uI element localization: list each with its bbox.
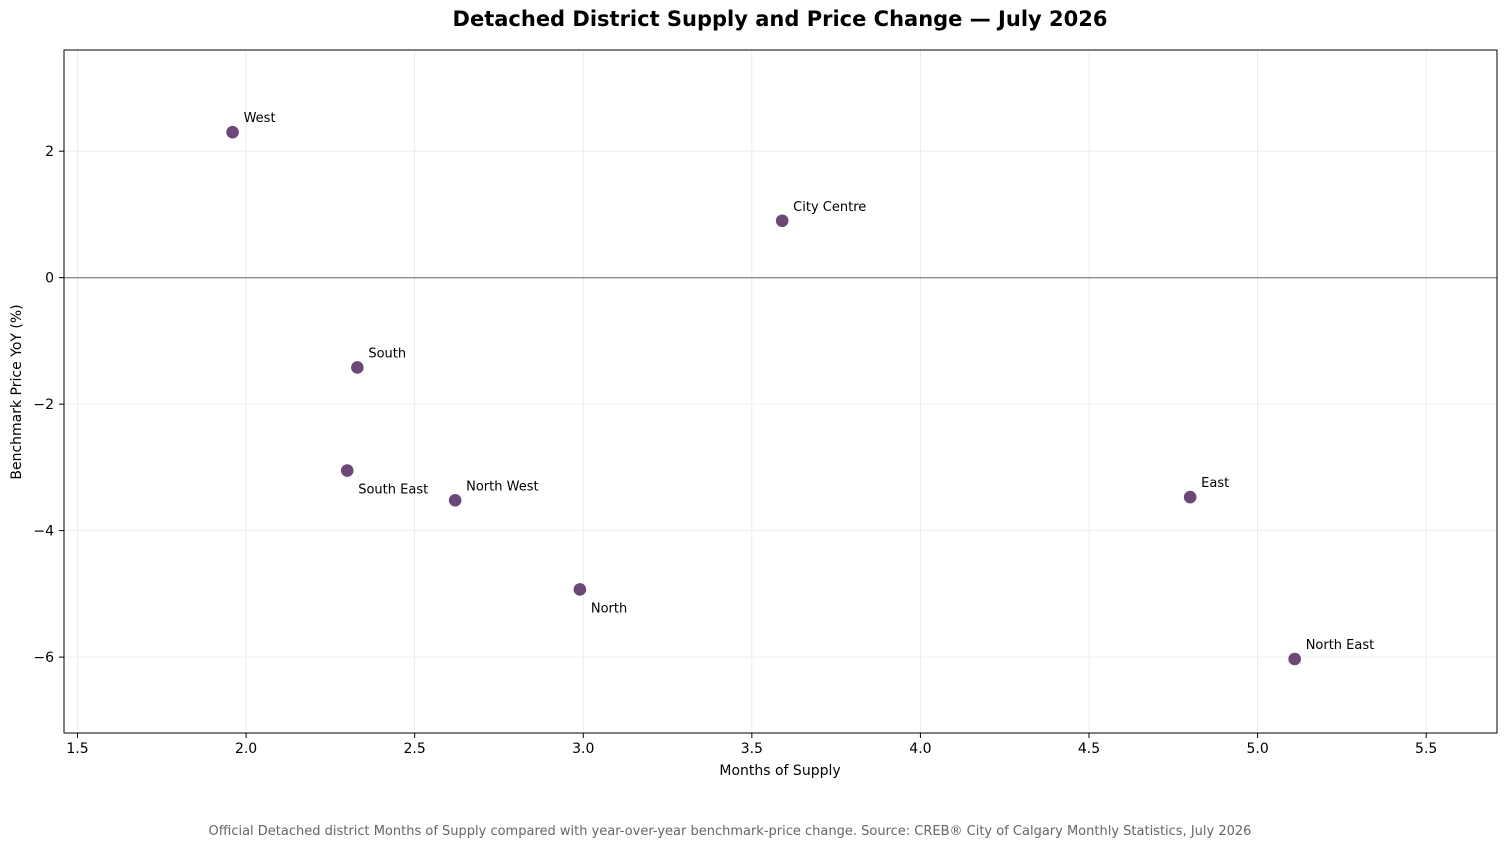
y-tick-label: −4 <box>33 524 54 540</box>
data-point <box>226 125 239 139</box>
data-point <box>351 361 364 374</box>
footnote: Official Detached district Months of Sup… <box>209 824 1252 839</box>
x-tick-label: 2.0 <box>235 741 257 757</box>
x-tick-label: 3.5 <box>741 741 763 757</box>
y-tick-label: 0 <box>45 271 54 287</box>
x-tick-label: 4.5 <box>1078 741 1100 757</box>
point-label: West <box>244 111 276 126</box>
x-tick-label: 4.0 <box>909 741 931 757</box>
y-axis-label: Benchmark Price YoY (%) <box>9 304 25 479</box>
x-tick-label: 5.0 <box>1246 741 1268 757</box>
x-tick-label: 2.5 <box>404 741 426 757</box>
points-layer <box>226 125 1301 666</box>
y-tick-label: −2 <box>33 397 54 413</box>
point-label: East <box>1201 476 1229 491</box>
y-tick-label: 2 <box>45 144 54 160</box>
y-tick-label: −6 <box>33 650 54 666</box>
point-label: North East <box>1306 638 1375 653</box>
x-axis-label: Months of Supply <box>719 763 840 779</box>
point-label: City Centre <box>793 200 866 215</box>
x-tick-label: 5.5 <box>1415 741 1437 757</box>
x-tick-label: 3.0 <box>572 741 594 757</box>
point-label: South <box>368 346 406 361</box>
chart-title: Detached District Supply and Price Chang… <box>453 7 1108 31</box>
data-point <box>340 464 354 477</box>
point-label: North <box>591 601 627 616</box>
data-point <box>775 214 789 228</box>
data-point <box>1288 652 1301 666</box>
grid-layer <box>64 50 1497 733</box>
point-labels-layer: West City Centre South South East North West… <box>244 111 1375 653</box>
point-label: South East <box>358 483 428 498</box>
x-tick-label: 1.5 <box>66 741 88 757</box>
ticks-layer: 1.5 2.0 2.5 3.0 3.5 4.0 4.5 5.0 5.5 2 0 −2 −4 −6 <box>33 144 1437 757</box>
data-point <box>573 583 587 596</box>
point-label: North West <box>466 479 538 494</box>
data-point <box>1183 490 1197 504</box>
plot-frame <box>63 49 1498 734</box>
data-point <box>448 493 462 507</box>
